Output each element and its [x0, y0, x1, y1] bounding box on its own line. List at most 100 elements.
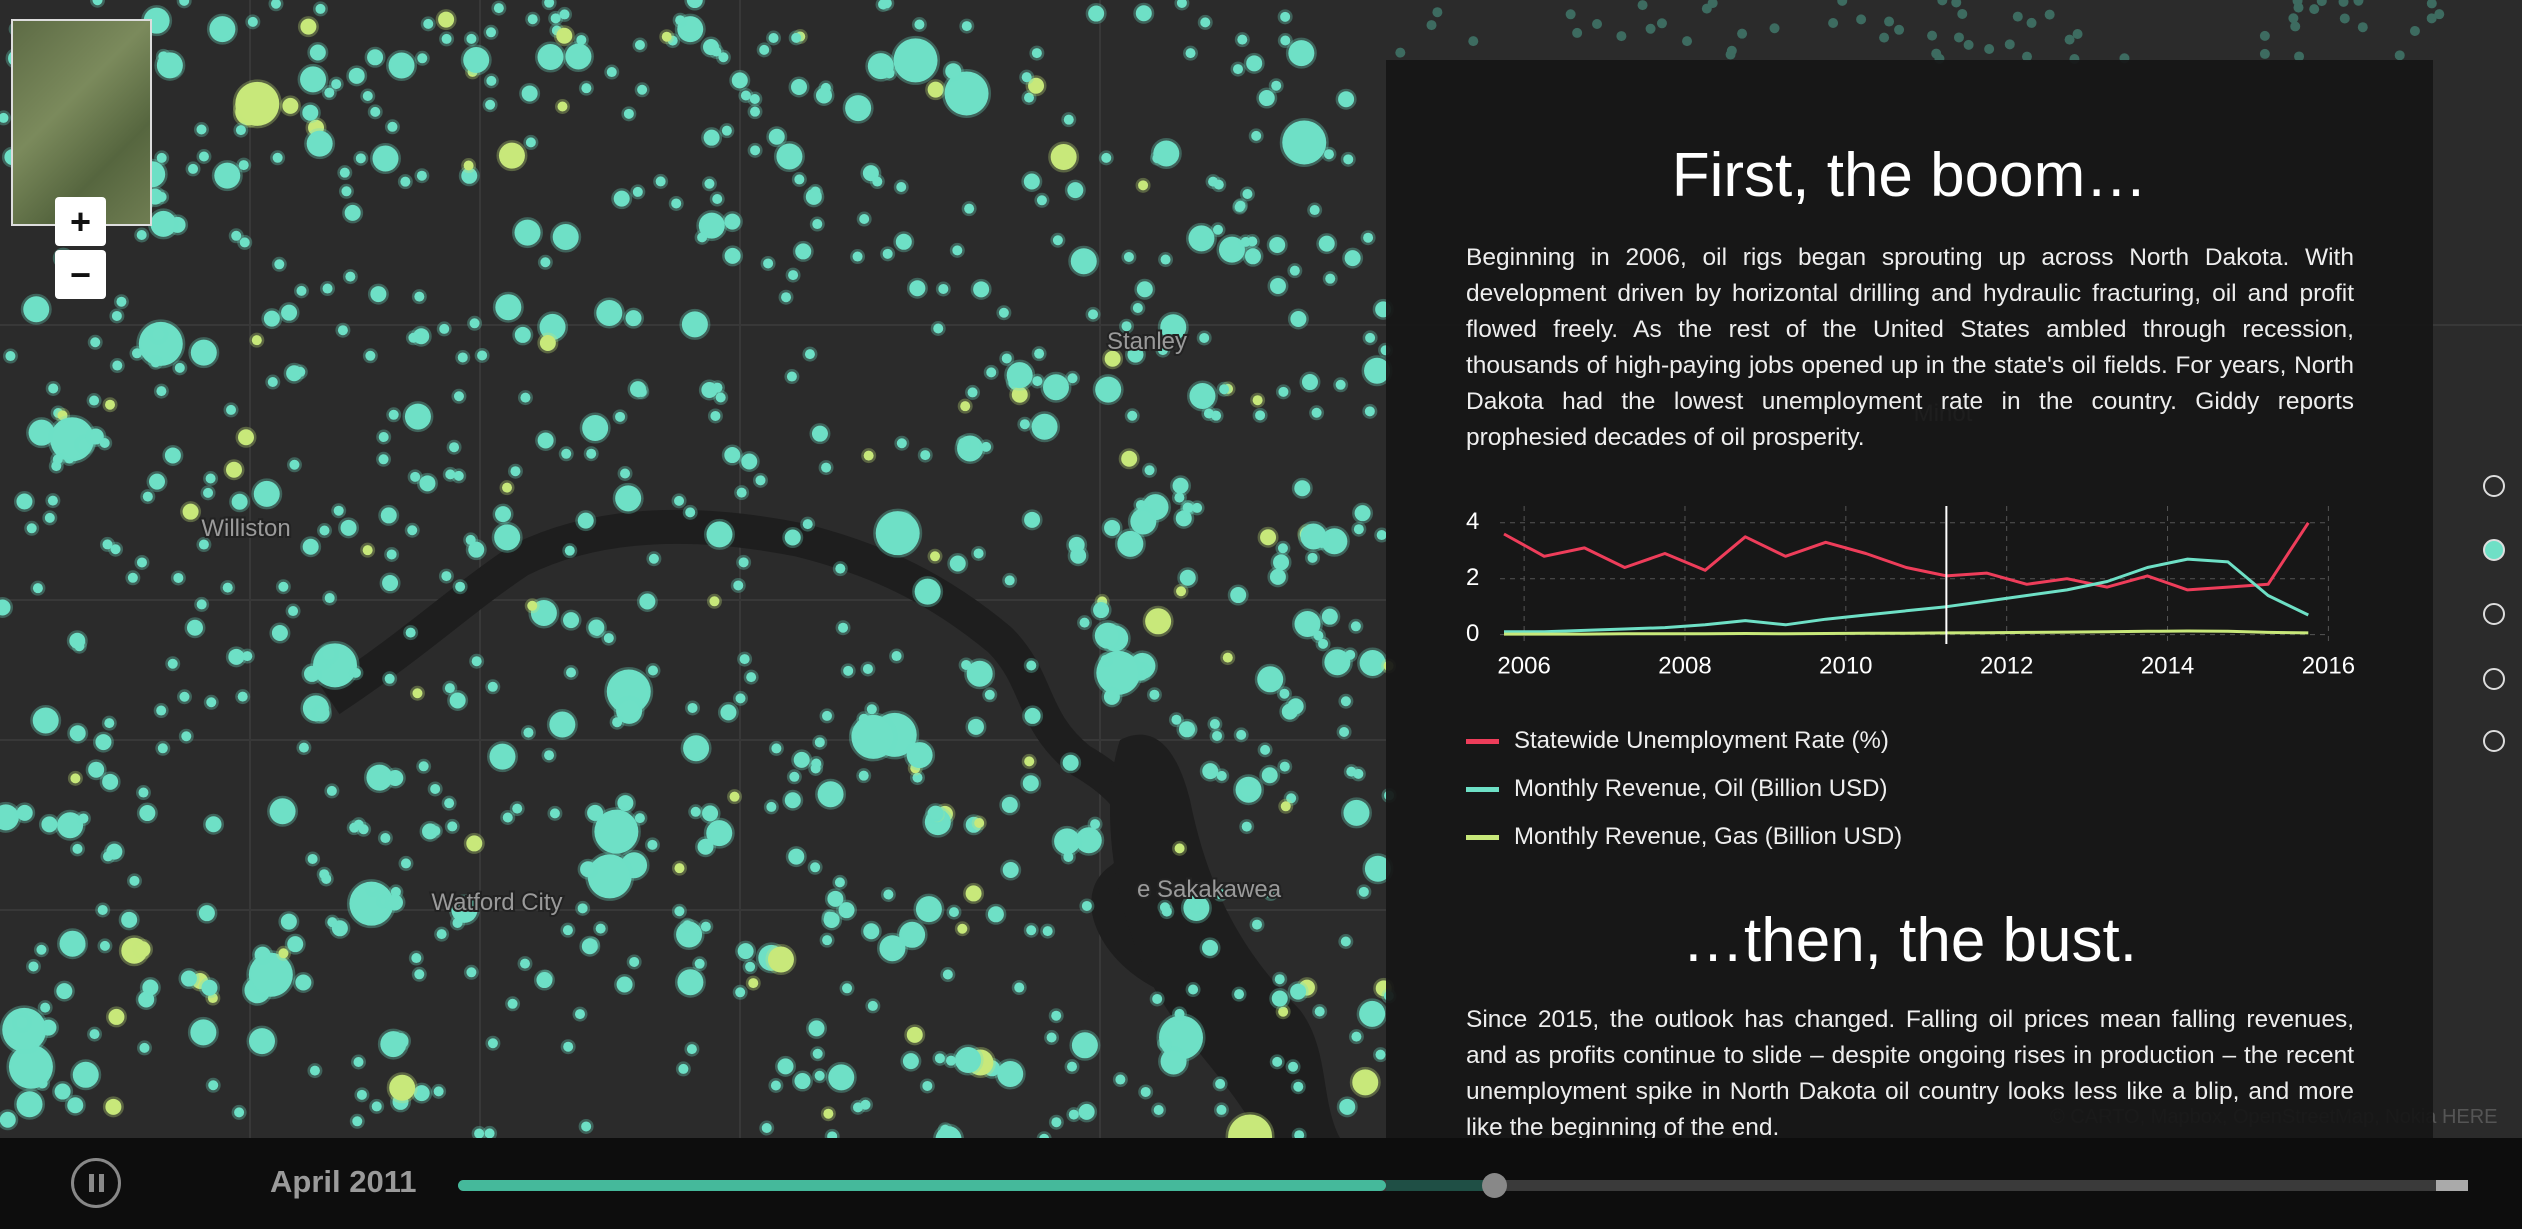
well-dot	[659, 29, 675, 45]
well-dot	[1348, 1029, 1364, 1045]
well-dot	[11, 1011, 33, 1033]
well-dot-faint	[1395, 47, 1406, 58]
well-dot	[1146, 687, 1162, 703]
well-dot	[70, 1059, 102, 1091]
slider-knob[interactable]	[1482, 1173, 1507, 1198]
well-dot	[136, 1040, 152, 1056]
well-dot	[842, 92, 874, 124]
well-dot	[1338, 934, 1354, 950]
well-dot	[386, 50, 418, 82]
well-dot	[1285, 37, 1317, 69]
well-dot	[1257, 742, 1273, 758]
well-dot	[679, 917, 695, 933]
well-dot	[876, 932, 908, 964]
well-dot	[365, 882, 381, 898]
nav-dot-active[interactable]	[2483, 539, 2505, 561]
well-dot-faint	[1984, 44, 1995, 55]
series-line	[1503, 521, 2310, 592]
well-dot	[1252, 407, 1268, 423]
well-dot	[57, 928, 89, 960]
section-text: Beginning in 2006, oil rigs began sprout…	[1466, 244, 2354, 451]
well-dot	[562, 543, 578, 559]
nav-dot[interactable]	[2483, 475, 2505, 497]
well-dot	[1011, 980, 1027, 996]
well-dot	[87, 1026, 103, 1042]
well-dot	[33, 942, 49, 958]
well-dot	[861, 448, 877, 464]
well-dot-faint	[2316, 0, 2327, 7]
well-dot	[442, 680, 458, 696]
well-dot	[1020, 772, 1042, 794]
legend-item: Monthly Revenue, Gas (Billion USD)	[1466, 817, 1902, 857]
well-dot	[1048, 1008, 1064, 1024]
well-dot	[14, 802, 36, 824]
well-dot	[782, 527, 804, 549]
pause-button[interactable]	[71, 1158, 121, 1208]
well-dot	[593, 297, 625, 329]
well-dot	[1290, 1079, 1306, 1095]
well-dot	[320, 281, 336, 297]
well-dot	[349, 1113, 365, 1129]
well-dot	[337, 165, 353, 181]
well-dot	[809, 216, 825, 232]
well-dot	[118, 909, 140, 931]
well-dot	[211, 160, 243, 192]
well-dot	[85, 425, 107, 447]
well-dot	[1277, 9, 1293, 25]
well-dot	[377, 1028, 409, 1060]
well-dot	[1185, 982, 1201, 998]
nav-dot[interactable]	[2483, 668, 2505, 690]
well-dot	[1207, 716, 1223, 732]
well-dot-faint	[1645, 23, 1656, 34]
well-dot	[679, 308, 711, 340]
well-dot	[943, 1053, 959, 1069]
well-dot	[912, 576, 944, 608]
well-dot	[307, 1063, 323, 1079]
well-dot	[474, 347, 490, 363]
zoom-in[interactable]: +	[55, 197, 106, 246]
well-dot	[880, 886, 896, 902]
well-dot	[1199, 760, 1221, 782]
well-dot	[1321, 646, 1353, 678]
timeline-slider[interactable]	[458, 1173, 2468, 1198]
well-dot	[893, 179, 909, 195]
well-dot	[692, 956, 708, 972]
well-dot	[245, 14, 261, 30]
well-dot	[1285, 695, 1307, 717]
well-dot	[376, 429, 392, 445]
well-dot	[485, 1035, 501, 1051]
well-dot	[999, 350, 1015, 366]
zoom-out[interactable]: −	[55, 250, 106, 299]
well-dot	[1150, 137, 1182, 169]
nav-dot[interactable]	[2483, 603, 2505, 625]
well-dot	[759, 1120, 775, 1136]
x-tick-label: 2016	[2302, 652, 2355, 679]
well-dot	[1069, 1029, 1101, 1061]
well-dot	[1079, 898, 1095, 914]
well-dot	[196, 537, 212, 553]
well-dot	[125, 570, 141, 586]
well-dot	[64, 1094, 86, 1116]
well-dot	[14, 1088, 46, 1120]
section-title: …then, the bust.	[1682, 906, 2137, 975]
well-dot	[307, 41, 329, 63]
well-dot	[1316, 233, 1338, 255]
well-dot	[818, 460, 834, 476]
minimap[interactable]	[11, 19, 152, 226]
well-dot-faint	[1927, 30, 1938, 41]
well-dot	[634, 82, 650, 98]
well-dot	[919, 1078, 935, 1094]
well-dot	[293, 283, 309, 299]
well-dot	[745, 975, 761, 991]
well-dot	[131, 938, 153, 960]
well-dot	[87, 334, 103, 350]
well-dot	[591, 807, 641, 857]
nav-dot[interactable]	[2483, 730, 2505, 752]
well-dot-faint	[2290, 21, 2301, 32]
x-tick-label: 2014	[2141, 652, 2194, 679]
well-dot	[452, 579, 468, 595]
well-dot	[735, 940, 757, 962]
well-dot	[873, 508, 923, 558]
well-dot	[896, 919, 928, 951]
